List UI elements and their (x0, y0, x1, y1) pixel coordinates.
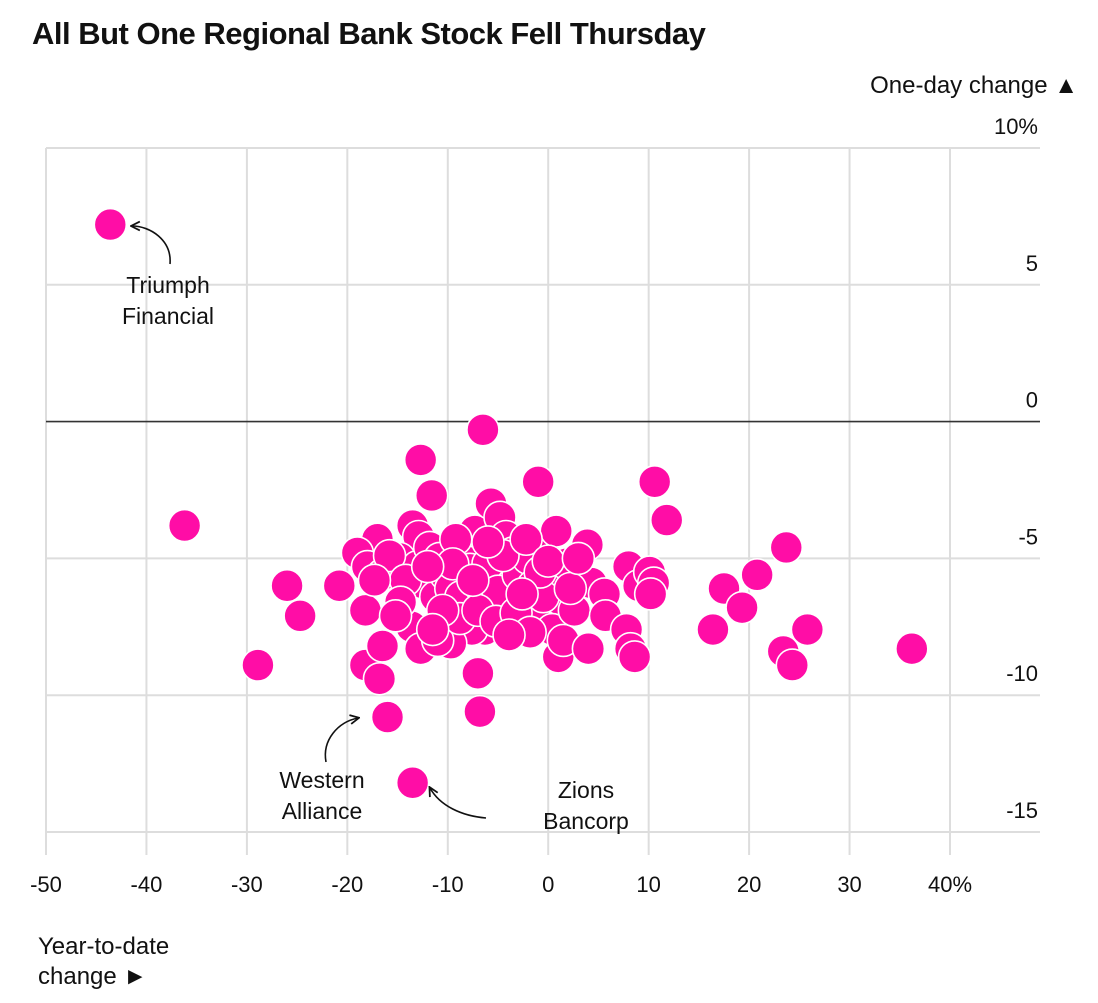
annotation-label: Western (279, 767, 364, 793)
annotation-arrow (430, 788, 487, 819)
data-point (362, 661, 397, 696)
y-tick-label: -10 (1006, 661, 1038, 686)
y-tick-label: -5 (1018, 524, 1038, 549)
x-tick-label: -50 (30, 872, 62, 897)
x-tick-label: 10 (636, 872, 660, 897)
annotation-label: Zions (558, 777, 614, 803)
data-point (553, 571, 588, 606)
y-tick-label: 0 (1026, 388, 1038, 413)
data-point (725, 590, 759, 625)
data-point (471, 525, 505, 559)
x-axis-label-line-1: Year-to-date (38, 933, 170, 960)
data-point (463, 694, 497, 729)
y-tick-label: 5 (1026, 251, 1038, 276)
annotation-arrow (324, 718, 358, 763)
x-tick-label: 0 (542, 872, 554, 897)
data-point (505, 577, 539, 611)
data-point (415, 612, 450, 647)
data-point (357, 563, 392, 598)
data-point (456, 563, 490, 598)
data-point (348, 593, 383, 628)
data-point (241, 648, 275, 682)
data-point (561, 541, 596, 576)
data-point (414, 478, 449, 513)
data-point (466, 413, 500, 447)
y-tick-label: -15 (1006, 798, 1038, 823)
data-point (509, 522, 543, 557)
data-point (461, 656, 495, 691)
data-point (372, 538, 407, 573)
data-point (895, 631, 929, 666)
data-point (769, 530, 804, 565)
data-point (492, 618, 526, 652)
data-point (649, 503, 684, 537)
data-point (790, 612, 825, 647)
data-point (270, 568, 304, 603)
x-tick-label: 30 (837, 872, 861, 897)
x-tick-label: -20 (331, 872, 363, 897)
data-point (775, 648, 810, 682)
data-point (283, 599, 317, 633)
data-point (617, 640, 652, 674)
annotation-label: Triumph (126, 272, 210, 298)
axis-tick-labels: -50 -40 -30 -20 -10 0 10 20 30 40% 10% 5 0 -5 -10 -15 (30, 114, 1038, 897)
x-tick-label: 40% (928, 872, 972, 897)
data-point (403, 443, 438, 477)
annotation-arrow (132, 226, 171, 265)
data-point (633, 577, 668, 611)
data-point (395, 765, 430, 800)
data-point (93, 207, 128, 242)
chart-title: All But One Regional Bank Stock Fell Thu… (32, 16, 706, 51)
annotations: Triumph Financial Western Alliance Zions Banc… (122, 226, 629, 834)
x-tick-label: -40 (131, 872, 163, 897)
data-point (637, 464, 672, 499)
data-point (521, 464, 555, 499)
y-tick-label: 10% (994, 114, 1038, 139)
data-point (167, 508, 202, 543)
data-point (571, 631, 606, 666)
annotation-label: Alliance (282, 798, 363, 824)
data-point (322, 568, 357, 603)
annotation-label: Financial (122, 303, 214, 329)
x-tick-label: -10 (432, 872, 464, 897)
x-axis-label: Year-to-date change ► (38, 932, 169, 992)
data-point (531, 544, 566, 578)
data-point (410, 549, 445, 584)
data-point (365, 629, 400, 663)
annotation-label: Bancorp (543, 808, 629, 834)
data-points (93, 207, 929, 800)
y-axis-label: One-day change ▲ (870, 72, 1078, 99)
x-tick-label: -30 (231, 872, 263, 897)
data-point (378, 599, 413, 633)
data-point (539, 514, 574, 548)
data-point (696, 612, 730, 647)
x-tick-label: 20 (737, 872, 761, 897)
data-point (370, 700, 405, 734)
x-axis-label-line-2: change ► (38, 963, 148, 990)
data-point (740, 558, 774, 592)
grid (45, 147, 1040, 855)
